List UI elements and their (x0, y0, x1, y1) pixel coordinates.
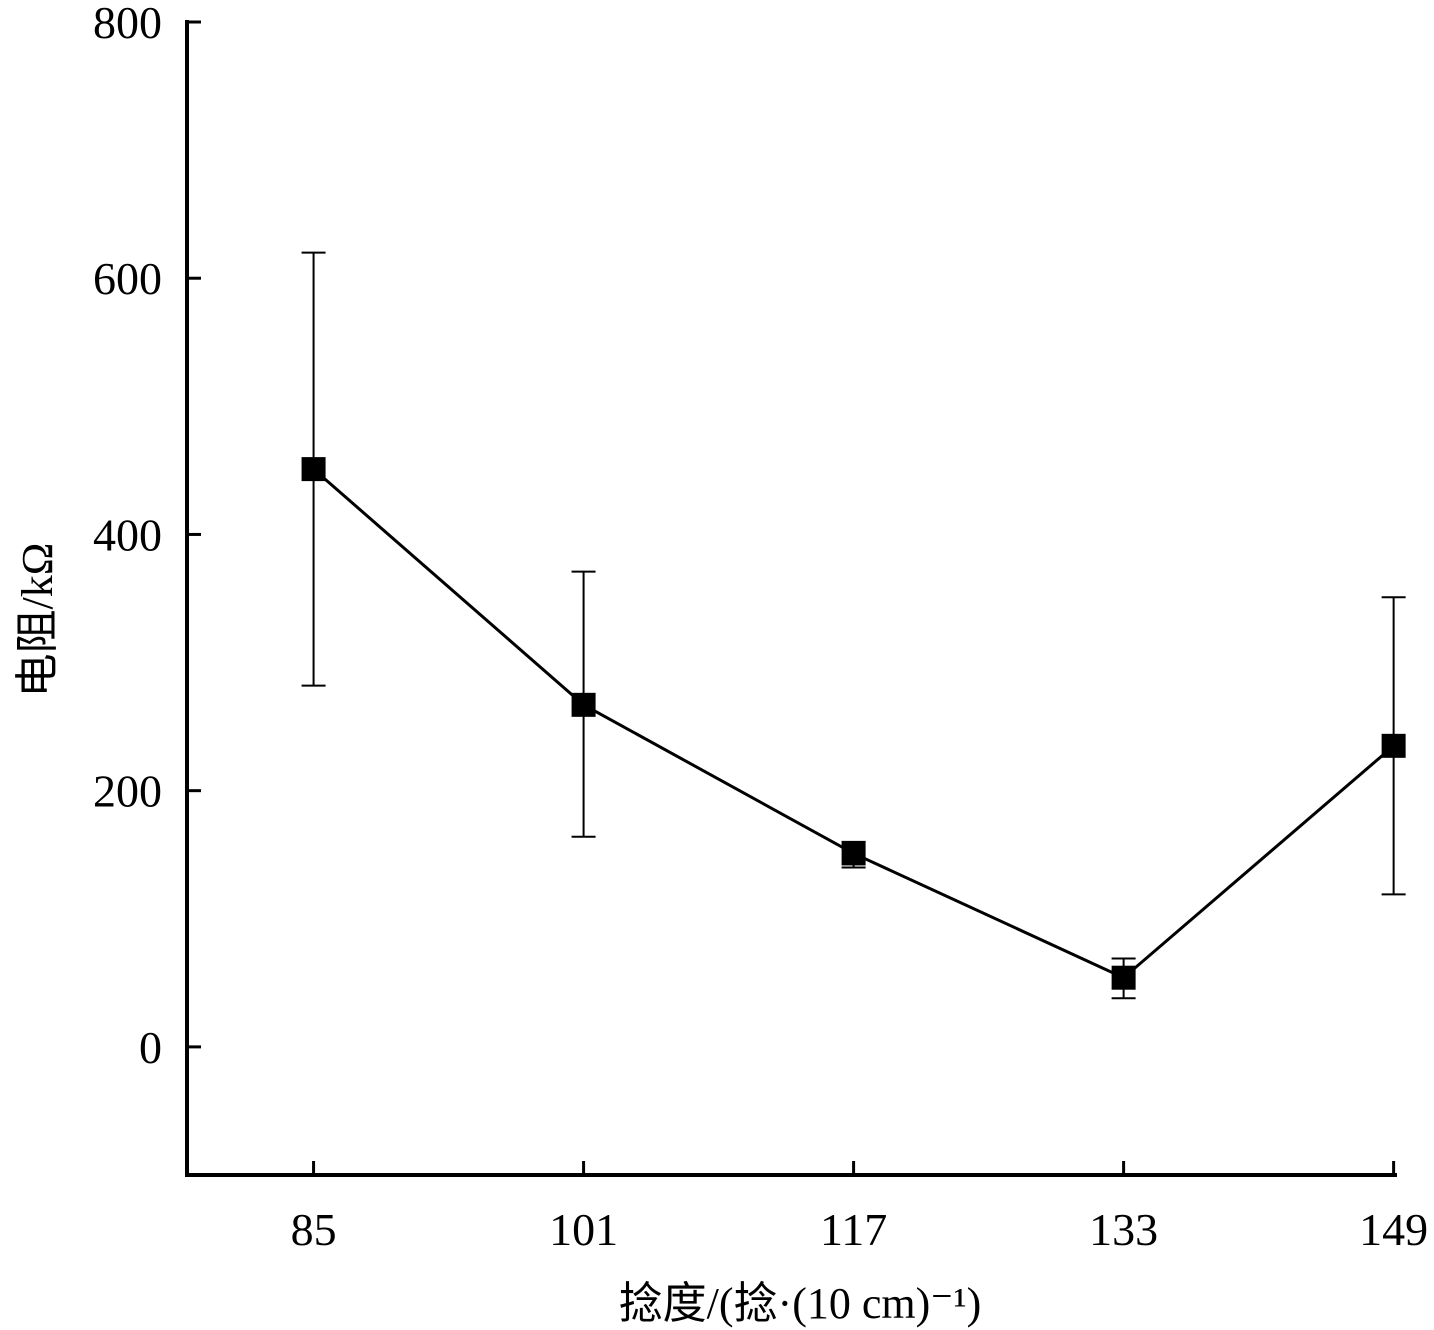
y-tick-label: 800 (93, 0, 162, 48)
data-point (301, 457, 326, 482)
x-axis-label: 捻度/(捻·(10 cm)⁻¹) (619, 1279, 982, 1328)
series-line (312, 467, 1395, 980)
y-tick-label: 400 (93, 509, 162, 560)
marks (301, 251, 1406, 1000)
y-tick-label: 200 (93, 766, 162, 817)
data-point (571, 692, 596, 717)
x-tick-label: 101 (549, 1204, 618, 1255)
y-axis-label: 电阻/kΩ (13, 543, 62, 698)
x-tick-label: 117 (820, 1204, 887, 1255)
x-tick-label: 85 (291, 1204, 337, 1255)
data-point (841, 841, 866, 866)
x-tick-label: 133 (1089, 1204, 1158, 1255)
y-tick-label: 600 (93, 253, 162, 304)
data-point (1381, 733, 1406, 758)
y-tick-label: 0 (139, 1022, 162, 1073)
data-point (1111, 965, 1136, 990)
axes: 0 200 400 600 800 85 101 117 133 149 (93, 0, 1428, 1255)
x-tick-label: 149 (1359, 1204, 1428, 1255)
